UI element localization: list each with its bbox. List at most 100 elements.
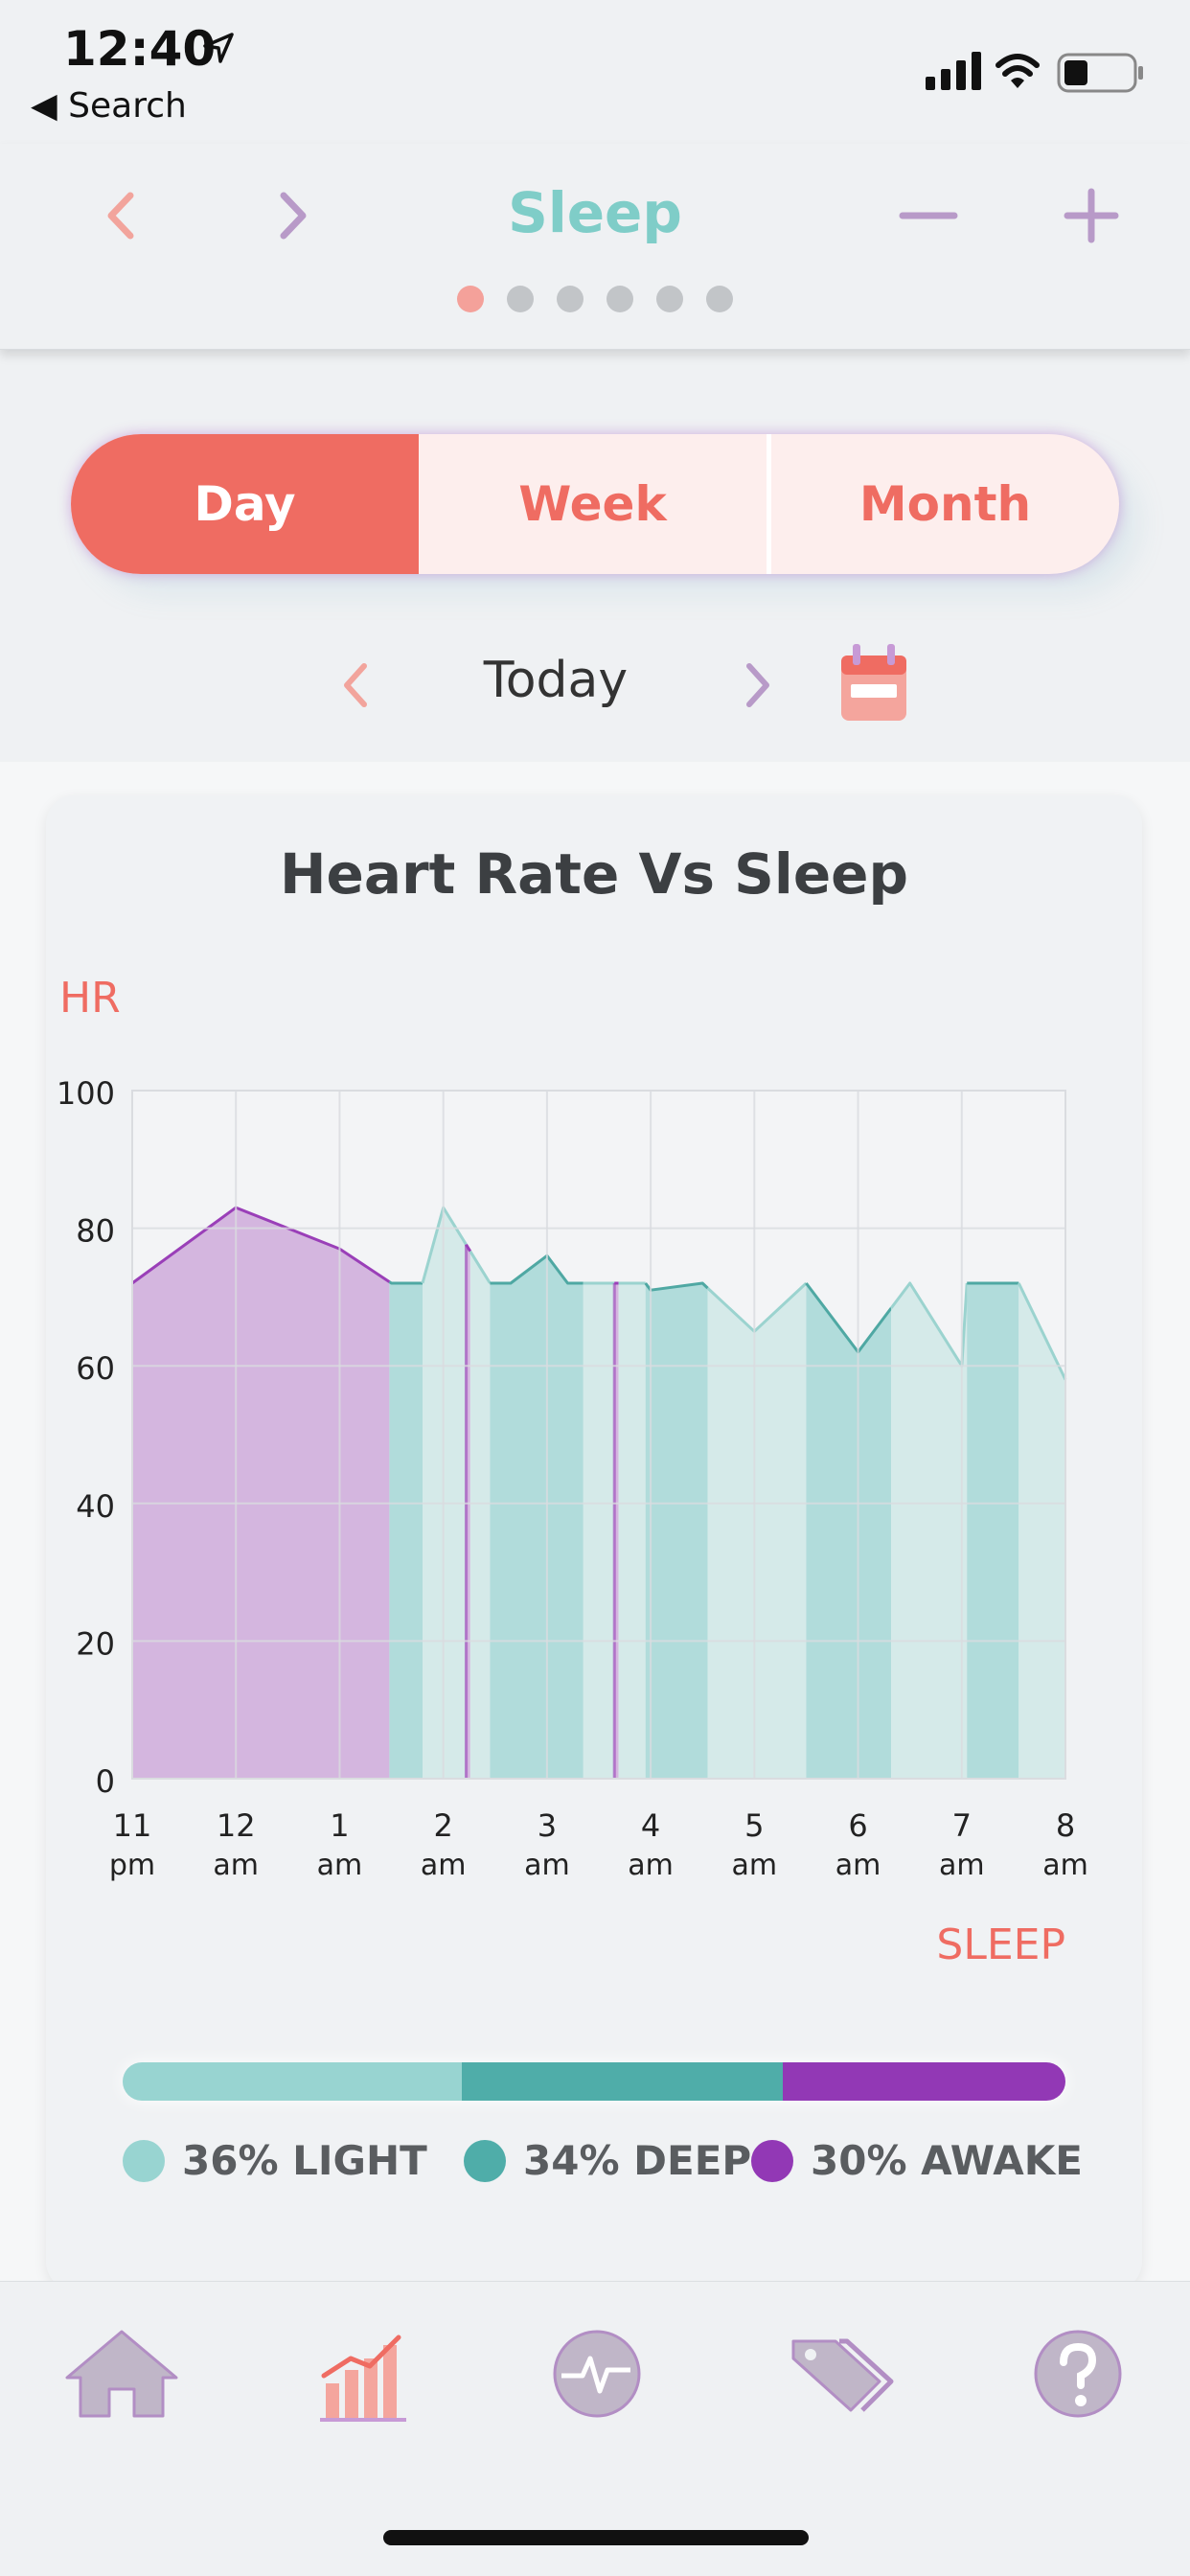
heart-rate-sleep-chart: 0 20 40 60 80 100 11 pm 12 am 1 am 2 am 3 am 4 am 5 am 6 am 7 a… <box>57 1075 1088 1882</box>
x-tick-label-9: 8 <box>1056 1807 1075 1844</box>
sleep-legend: 36% LIGHT 34% DEEP 30% AWAKE <box>123 2137 1083 2195</box>
x-tick-label-4: 3 <box>538 1807 557 1844</box>
prev-date-arrow-icon[interactable] <box>332 656 379 714</box>
plus-icon[interactable] <box>1058 182 1125 249</box>
x-tick-sublabel-6: am <box>732 1849 778 1882</box>
stage-area-deep-12 <box>806 1283 892 1779</box>
segment-day[interactable]: Day <box>71 434 419 574</box>
status-time: 12:40 <box>63 21 217 77</box>
chart-title: Heart Rate Vs Sleep <box>279 841 909 907</box>
x-tick-sublabel-8: am <box>939 1849 985 1882</box>
x-tick-label-2: 1 <box>330 1807 349 1844</box>
minus-icon[interactable] <box>895 182 962 249</box>
stage-area-light-9 <box>618 1283 646 1779</box>
wifi-icon <box>995 54 1040 88</box>
heartbeat-icon[interactable] <box>535 2320 659 2426</box>
calendar-icon[interactable] <box>837 642 910 724</box>
period-segmented-control: Day Week Month <box>71 434 1119 574</box>
y-axis-label: HR <box>59 974 121 1023</box>
legend-item-light: 36% LIGHT <box>123 2137 427 2184</box>
heart-rate-sleep-card: Heart Rate Vs Sleep HR 0 20 40 60 80 100 11 pm 1… <box>46 795 1142 2290</box>
legend-item-awake: 30% AWAKE <box>751 2137 1083 2184</box>
next-date-arrow-icon[interactable] <box>734 656 782 714</box>
legend-item-deep: 34% DEEP <box>464 2137 751 2184</box>
stage-area-deep-2 <box>389 1281 423 1779</box>
y-tick-label-60: 60 <box>76 1350 115 1387</box>
y-tick-label-100: 100 <box>57 1075 115 1112</box>
page-title: Sleep <box>508 180 682 245</box>
page-dot-3[interactable] <box>557 286 584 312</box>
cellular-signal-icon <box>926 52 981 90</box>
back-to-search-link[interactable]: ◀ Search <box>31 86 187 126</box>
stage-area-light-3 <box>423 1208 467 1779</box>
heart-rate-line-light-15 <box>1017 1282 1067 1381</box>
distribution-segment-light <box>123 2062 463 2101</box>
battery-icon <box>1057 53 1143 93</box>
x-tick-label-5: 4 <box>641 1807 660 1844</box>
legend-dot-light <box>123 2139 165 2182</box>
page-dot-4[interactable] <box>606 286 633 312</box>
stage-area-light-15 <box>1018 1283 1065 1779</box>
stage-area-light-5 <box>469 1251 491 1779</box>
y-tick-label-0: 0 <box>96 1763 115 1800</box>
help-icon[interactable] <box>1016 2320 1140 2426</box>
header: Sleep <box>0 144 1190 350</box>
x-tick-sublabel-1: am <box>213 1849 259 1882</box>
heart-rate-line-deep-2 <box>388 1280 423 1285</box>
x-tick-sublabel-3: am <box>421 1849 467 1882</box>
x-tick-sublabel-7: am <box>835 1849 881 1882</box>
x-tick-sublabel-9: am <box>1042 1849 1088 1882</box>
x-tick-sublabel-4: am <box>524 1849 570 1882</box>
page-dot-1[interactable] <box>457 286 484 312</box>
heart-rate-line-deep-10 <box>644 1281 709 1292</box>
sleep-distribution-bar <box>123 2062 1065 2101</box>
home-icon[interactable] <box>59 2320 184 2426</box>
x-tick-sublabel-2: am <box>317 1849 363 1882</box>
x-tick-label-6: 5 <box>744 1807 764 1844</box>
page-dot-6[interactable] <box>706 286 733 312</box>
x-tick-label-1: 12 <box>217 1807 256 1844</box>
distribution-segment-deep <box>462 2062 783 2101</box>
stage-area-deep-10 <box>645 1283 708 1779</box>
legend-label-deep: 34% DEEP <box>523 2137 752 2184</box>
y-tick-label-20: 20 <box>76 1625 115 1662</box>
segment-week[interactable]: Week <box>518 476 667 532</box>
stage-area-deep-14 <box>967 1283 1019 1779</box>
y-tick-label-40: 40 <box>76 1488 115 1525</box>
x-tick-label-0: 11 <box>113 1807 152 1844</box>
chart-bars-icon[interactable] <box>303 2320 427 2426</box>
page-dot-5[interactable] <box>656 286 683 312</box>
location-arrow-icon <box>203 33 234 63</box>
stage-area-light-7 <box>583 1283 615 1779</box>
legend-dot-deep <box>464 2139 506 2182</box>
home-indicator <box>383 2530 809 2545</box>
stage-area-light-13 <box>891 1283 968 1779</box>
heart-rate-line-deep-6 <box>490 1254 584 1285</box>
page-dot-2[interactable] <box>507 286 534 312</box>
heart-rate-line-light-13 <box>890 1281 969 1368</box>
y-tick-label-80: 80 <box>76 1213 115 1250</box>
x-axis-label: SLEEP <box>936 1920 1065 1969</box>
page-indicator <box>0 286 1190 312</box>
legend-label-awake: 30% AWAKE <box>811 2137 1083 2184</box>
distribution-segment-awake <box>782 2062 1065 2101</box>
x-tick-sublabel-5: am <box>628 1849 674 1882</box>
x-tick-label-3: 2 <box>433 1807 452 1844</box>
status-indicators <box>926 52 1143 93</box>
x-tick-sublabel-0: pm <box>109 1849 155 1882</box>
next-page-arrow-icon[interactable] <box>270 182 318 249</box>
stage-area-light-11 <box>707 1283 807 1779</box>
stage-area-deep-6 <box>490 1255 584 1779</box>
date-label: Today <box>483 652 629 709</box>
tags-icon[interactable] <box>780 2320 904 2426</box>
prev-page-arrow-icon[interactable] <box>96 182 144 249</box>
x-tick-label-7: 6 <box>848 1807 867 1844</box>
stage-area-awake-1 <box>132 1208 390 1779</box>
plot-border <box>131 1090 1066 1780</box>
bottom-tab-bar <box>0 2281 1190 2576</box>
segment-month[interactable]: Month <box>767 434 1119 574</box>
heart-rate-line-light-5 <box>469 1250 492 1284</box>
legend-dot-awake <box>751 2139 793 2182</box>
legend-label-light: 36% LIGHT <box>182 2137 427 2184</box>
